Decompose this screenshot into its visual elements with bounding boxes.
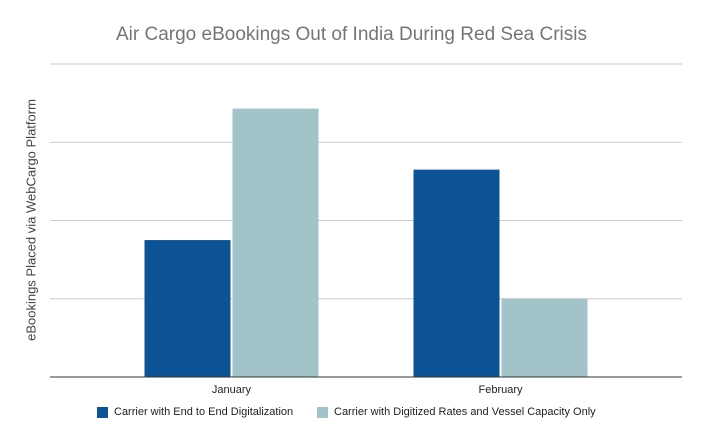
- bar[interactable]: [501, 298, 588, 377]
- legend-item-end-to-end[interactable]: Carrier with End to End Digitalization: [97, 406, 293, 418]
- bar[interactable]: [413, 169, 500, 377]
- x-tick-label: February: [478, 384, 523, 396]
- x-tick-label: January: [212, 384, 252, 396]
- legend-swatch: [97, 406, 108, 418]
- chart-title: Air Cargo eBookings Out of India During …: [115, 24, 587, 45]
- legend-swatch: [317, 406, 328, 418]
- legend-label: Carrier with End to End Digitalization: [114, 406, 294, 418]
- bar[interactable]: [144, 240, 231, 377]
- legend-label: Carrier with Digitized Rates and Vessel …: [334, 406, 596, 418]
- legend-item-digitized-rates[interactable]: Carrier with Digitized Rates and Vessel …: [317, 406, 596, 418]
- bar[interactable]: [232, 108, 319, 377]
